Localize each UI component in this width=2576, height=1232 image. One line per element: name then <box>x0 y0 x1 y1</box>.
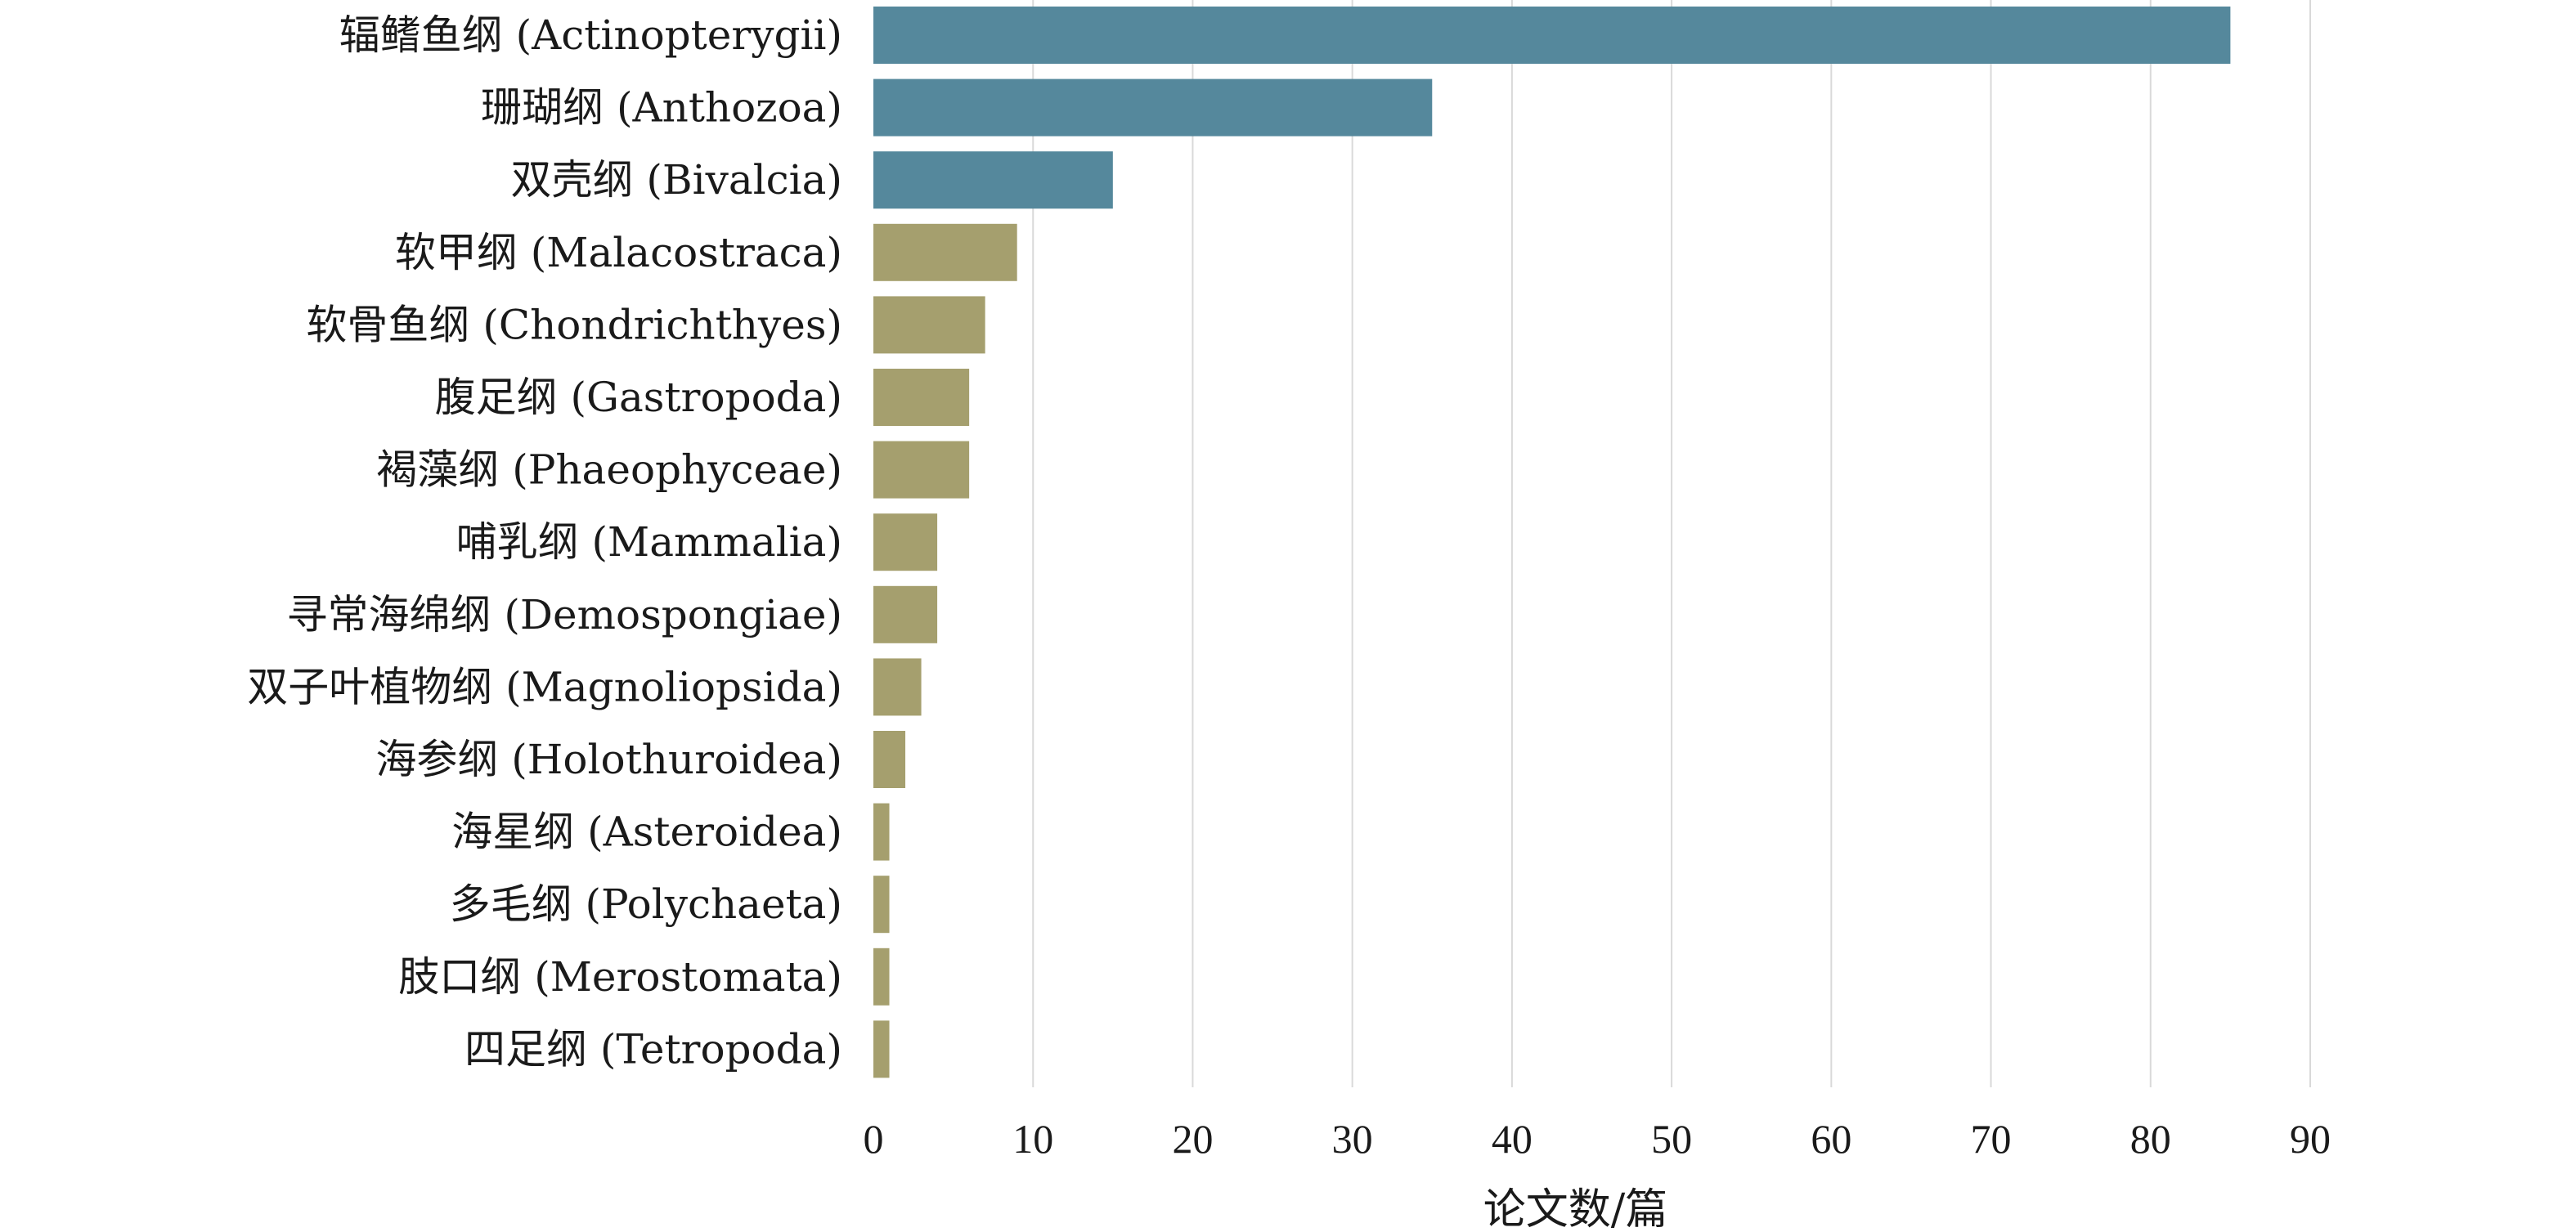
x-tick-label: 80 <box>2130 1116 2171 1162</box>
category-label: 寻常海绵纲 (Demospongiae) <box>287 591 842 638</box>
category-label: 软甲纲 (Malacostraca) <box>395 229 842 276</box>
bar <box>873 948 890 1006</box>
x-tick-labels: 0 10 20 30 40 50 60 70 80 90 <box>864 1116 2331 1162</box>
bar <box>873 296 985 354</box>
category-label: 四足纲 (Tetropoda) <box>464 1025 842 1073</box>
bars <box>873 7 2231 1078</box>
bar <box>873 876 890 934</box>
bar <box>873 369 970 426</box>
x-tick-label: 10 <box>1012 1116 1053 1162</box>
category-label: 哺乳纲 (Mammalia) <box>456 518 842 566</box>
bar <box>873 151 1113 209</box>
x-tick-label: 20 <box>1172 1116 1213 1162</box>
x-tick-label: 0 <box>864 1116 884 1162</box>
category-label: 辐鳍鱼纲 (Actinopterygii) <box>339 11 842 59</box>
x-axis-title: 论文数/篇 <box>1483 1185 1668 1232</box>
x-tick-label: 60 <box>1811 1116 1851 1162</box>
gridlines <box>1032 0 2311 1087</box>
x-tick-label: 30 <box>1332 1116 1373 1162</box>
category-label: 多毛纲 (Polychaeta) <box>450 880 842 928</box>
category-label: 软骨鱼纲 (Chondrichthyes) <box>306 301 842 348</box>
bar <box>873 441 970 499</box>
bar <box>873 1020 890 1078</box>
bar <box>873 585 938 643</box>
category-label: 海参纲 (Holothuroidea) <box>375 736 842 783</box>
category-label: 褐藻纲 (Phaeophyceae) <box>376 446 842 494</box>
x-tick-label: 70 <box>1971 1116 2012 1162</box>
bar <box>873 803 890 861</box>
category-label: 珊瑚纲 (Anthozoa) <box>481 84 842 132</box>
bar <box>873 78 1433 137</box>
x-tick-label: 50 <box>1651 1116 1692 1162</box>
bar <box>873 223 1017 281</box>
category-label: 肢口纲 (Merostomata) <box>398 953 842 1001</box>
category-label: 双子叶植物纲 (Magnoliopsida) <box>247 663 842 710</box>
bar <box>873 731 906 788</box>
bar <box>873 658 922 716</box>
bar <box>873 513 938 571</box>
x-tick-label: 90 <box>2290 1116 2331 1162</box>
category-labels: 辐鳍鱼纲 (Actinopterygii) 珊瑚纲 (Anthozoa) 双壳纲 (… <box>247 11 842 1073</box>
bar <box>873 7 2231 64</box>
category-label: 腹足纲 (Gastropoda) <box>435 374 842 421</box>
category-label: 双壳纲 (Bivalcia) <box>511 156 843 204</box>
x-tick-label: 40 <box>1492 1116 1533 1162</box>
category-label: 海星纲 (Asteroidea) <box>451 809 842 856</box>
